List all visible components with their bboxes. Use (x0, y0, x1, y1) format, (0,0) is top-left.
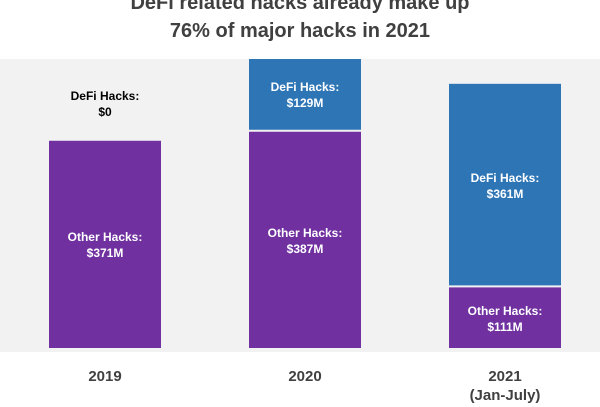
data-label-line: $371M (30, 245, 180, 261)
data-label-defi-2020: DeFi Hacks:$129M (230, 79, 380, 111)
data-label-line: Other Hacks: (430, 303, 580, 319)
data-label-defi-2019: DeFi Hacks:$0 (30, 88, 180, 120)
x-tick-label-line: 2021 (425, 367, 585, 386)
data-label-line: $361M (430, 186, 580, 202)
data-label-line: DeFi Hacks: (230, 79, 380, 95)
x-tick-label-line: (Jan-July) (425, 386, 585, 405)
data-label-line: DeFi Hacks: (30, 88, 180, 104)
x-tick-label-line: 2020 (225, 367, 385, 386)
data-label-line: $387M (230, 241, 380, 257)
chart-title: DeFi related hacks already make up 76% o… (0, 0, 600, 45)
data-label-line: $111M (430, 319, 580, 335)
data-label-other-2021: Other Hacks:$111M (430, 303, 580, 335)
data-label-other-2020: Other Hacks:$387M (230, 225, 380, 257)
x-tick-label-2019: 2019 (25, 367, 185, 386)
data-label-line: $129M (230, 95, 380, 111)
data-label-other-2019: Other Hacks:$371M (30, 229, 180, 261)
data-label-line: DeFi Hacks: (430, 170, 580, 186)
data-label-line: Other Hacks: (30, 229, 180, 245)
x-tick-label-2021: 2021(Jan-July) (425, 367, 585, 405)
data-label-line: Other Hacks: (230, 225, 380, 241)
chart-title-line-2: 76% of major hacks in 2021 (0, 17, 600, 45)
data-label-line: $0 (30, 104, 180, 120)
chart-title-line-1: DeFi related hacks already make up (0, 0, 600, 17)
data-label-defi-2021: DeFi Hacks:$361M (430, 170, 580, 202)
x-tick-label-2020: 2020 (225, 367, 385, 386)
x-tick-label-line: 2019 (25, 367, 185, 386)
